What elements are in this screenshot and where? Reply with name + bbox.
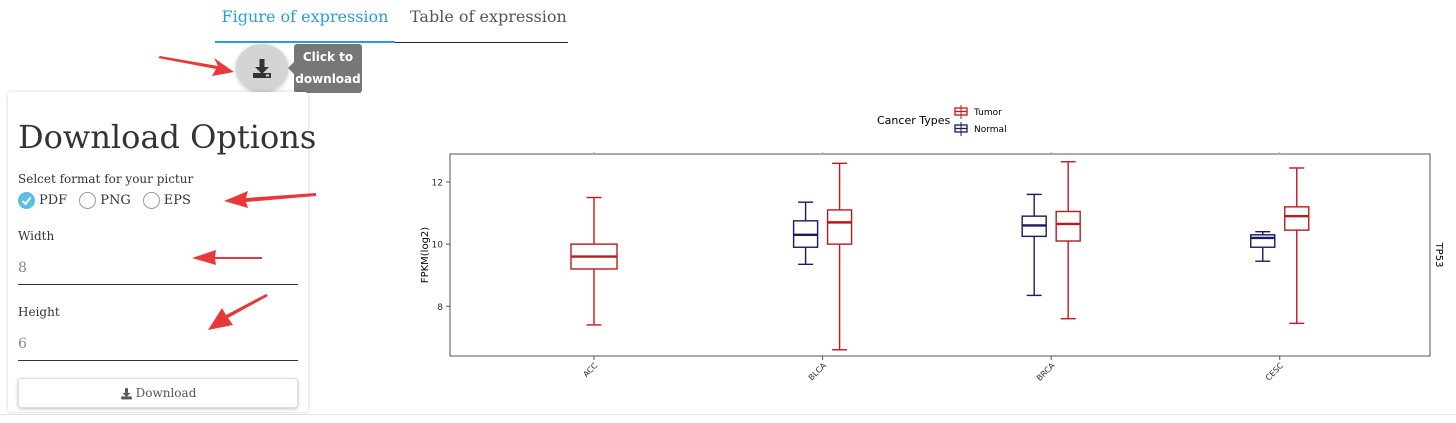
tab-figure-of-expression[interactable]: Figure of expression	[215, 0, 395, 43]
box-tumor-cesc	[1284, 167, 1310, 325]
y-axis-label: FPKM(log2)	[420, 227, 431, 283]
chart-legend: Cancer Types Tumor Normal	[877, 105, 1007, 136]
legend-key-tumor	[954, 105, 968, 119]
download-icon	[253, 59, 271, 78]
legend-key-normal	[954, 122, 968, 136]
x-axis-ticks: ACC BLCA BRCA CESC	[581, 356, 1285, 383]
bottom-divider	[0, 414, 1456, 415]
download-icon	[120, 387, 132, 399]
radio-png[interactable]: PNG	[79, 192, 131, 209]
height-label: Height	[18, 305, 60, 319]
x-tick-label: BRCA	[1035, 361, 1057, 383]
radio-eps[interactable]: EPS	[142, 192, 191, 209]
box-body	[1250, 234, 1276, 248]
expression-boxplot: Cancer Types Tumor Normal FPKM(log2) TP5…	[420, 105, 1444, 383]
panel-title: Download Options	[18, 118, 317, 156]
radio-label: PNG	[100, 193, 131, 208]
radio-unchecked-icon[interactable]	[79, 192, 97, 209]
radio-label: EPS	[163, 193, 191, 208]
tooltip-line-1: Click to	[302, 50, 354, 64]
radio-unchecked-icon[interactable]	[142, 192, 160, 209]
download-options-panel: Download Options Selcet format for your …	[8, 92, 316, 412]
radio-pdf[interactable]: PDF	[18, 192, 67, 209]
box-normal-blca	[792, 201, 819, 266]
box-normal-cesc	[1250, 230, 1276, 262]
box-body	[1284, 206, 1310, 231]
y-tick-label: 10	[432, 241, 444, 251]
box-normal-brca	[1021, 193, 1047, 297]
radio-checked-icon[interactable]	[18, 192, 35, 209]
top-axis-ticks	[593, 152, 1281, 154]
width-label: Width	[18, 229, 55, 243]
tooltip-line-2: download	[295, 72, 361, 86]
download-button-label: Download	[135, 386, 197, 400]
legend-label-tumor: Tumor	[973, 108, 1002, 118]
box-body	[1055, 210, 1081, 242]
box-tumor-blca	[826, 162, 853, 351]
red-arrow-icon	[158, 56, 234, 76]
download-dropdown-button[interactable]	[236, 44, 288, 92]
plot-panel-border	[449, 153, 1431, 357]
boxplot-marks	[570, 161, 1310, 351]
y-axis-ticks: 8 10 12	[432, 178, 450, 313]
y-tick-label: 12	[432, 178, 443, 188]
y-tick-label: 8	[437, 303, 443, 313]
format-label: Selcet format for your pictur	[18, 172, 194, 186]
box-tumor-brca	[1055, 161, 1081, 320]
radio-label: PDF	[39, 193, 68, 208]
x-tick-label: ACC	[581, 361, 599, 379]
x-tick-label: CESC	[1264, 361, 1286, 383]
box-tumor-acc	[570, 196, 618, 326]
tab-bar: Figure of expression Table of expression	[215, 0, 568, 43]
box-body	[826, 209, 853, 245]
legend-title: Cancer Types	[877, 114, 950, 127]
download-tooltip: Click to download	[288, 44, 362, 93]
height-input[interactable]	[18, 327, 298, 361]
download-button[interactable]: Download	[18, 378, 298, 408]
width-input[interactable]	[18, 251, 298, 285]
tab-table-of-expression[interactable]: Table of expression	[410, 7, 567, 26]
x-tick-label: BLCA	[807, 361, 829, 383]
facet-strip-label: TP53	[1433, 242, 1444, 268]
legend-label-normal: Normal	[974, 125, 1007, 135]
format-radio-group: PDF PNG EPS	[18, 192, 191, 209]
